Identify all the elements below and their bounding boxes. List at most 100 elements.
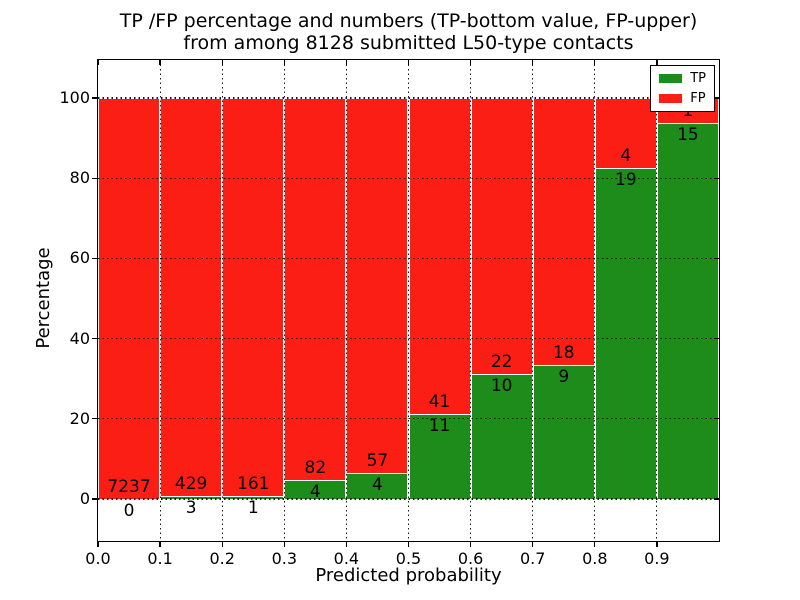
bar-tp-0.9-1.0	[656, 123, 719, 499]
legend-label-fp: FP	[690, 91, 706, 106]
tp-count-label-0.2-0.3: 1	[247, 498, 259, 519]
y-right-tick-40	[714, 337, 719, 340]
tp-count-label-0.3-0.4: 4	[309, 482, 321, 503]
y-tick-20	[92, 418, 98, 420]
y-tick-label-100: 100	[59, 88, 90, 108]
legend-row-tp: TP	[659, 71, 706, 86]
tp-count-label-0.1-0.2: 3	[185, 498, 197, 519]
chart-title-line-2: from among 8128 submitted L50-type conta…	[183, 32, 634, 54]
x-tick-0.3	[283, 541, 285, 547]
gridline-x-0.5	[407, 60, 410, 541]
y-tick-label-80: 80	[69, 168, 90, 188]
y-tick-label-60: 60	[69, 248, 90, 268]
x-tick-label-0.2: 0.2	[209, 549, 235, 568]
x-top-tick-0.2	[221, 60, 223, 65]
fp-count-label-0.0-0.1: 7237	[107, 476, 151, 497]
y-tick-60	[92, 257, 98, 260]
tp-count-label-0.0-0.1: 0	[123, 500, 135, 521]
bar-tp-0.4-0.5	[346, 472, 409, 499]
y-right-tick-20	[714, 418, 719, 420]
y-right-tick-80	[714, 177, 719, 179]
bar-fp-0.1-0.2	[160, 98, 223, 499]
tp-count-label-0.4-0.5: 4	[372, 474, 383, 495]
x-top-tick-0.4	[345, 60, 348, 65]
legend-label-tp: TP	[690, 71, 706, 86]
tp-count-label-0.8-0.9: 19	[615, 169, 637, 190]
gridline-x-0.7	[532, 60, 534, 541]
x-tick-0.6	[469, 541, 472, 547]
tp-count-label-0.7-0.8: 9	[558, 367, 570, 388]
x-top-tick-0.6	[469, 60, 472, 65]
x-top-tick-0.8	[594, 60, 596, 65]
bar-tp-0.5-0.6	[408, 414, 471, 499]
x-tick-label-0.1: 0.1	[147, 549, 173, 568]
fp-count-label-0.1-0.2: 429	[174, 474, 208, 495]
x-tick-0.7	[532, 541, 534, 547]
tp-count-label-0.5-0.6: 11	[428, 416, 451, 437]
gridline-x-0.1	[159, 60, 161, 541]
x-tick-0.8	[594, 541, 596, 547]
chart-title-line-1: TP /FP percentage and numbers (TP-bottom…	[119, 10, 698, 32]
x-tick-0.0	[97, 541, 99, 547]
x-tick-0.5	[407, 541, 410, 547]
x-top-tick-0.7	[532, 60, 534, 65]
y-right-tick-100	[714, 97, 719, 99]
y-tick-label-40: 40	[69, 328, 90, 348]
fp-count-label-0.8-0.9: 4	[620, 145, 632, 166]
x-top-tick-0.0	[97, 60, 99, 65]
gridline-x-0.3	[283, 60, 285, 541]
plot-area: TP FP 7237 0 429 3 161 1 82 4 57 4 41 11 22 10 18 9 4 19 1…	[59, 59, 720, 568]
y-tick-40	[92, 337, 98, 340]
gridline-x-0.6	[470, 60, 472, 541]
x-top-tick-0.5	[407, 60, 410, 65]
bar-fp-0.0-0.1	[98, 98, 161, 499]
x-tick-label-0.0: 0.0	[85, 549, 111, 568]
x-top-tick-0.9	[656, 60, 658, 65]
gridline-y-0	[98, 498, 719, 500]
x-top-tick-0.1	[159, 60, 161, 65]
legend-swatch-tp	[659, 74, 683, 83]
x-tick-0.9	[656, 541, 658, 547]
y-axis-label: Percentage	[33, 247, 54, 349]
fp-count-label-0.7-0.8: 18	[552, 343, 575, 364]
gridline-x-0.9	[656, 60, 658, 541]
x-tick-label-0.3: 0.3	[271, 549, 298, 568]
x-top-tick-0.3	[283, 60, 285, 65]
x-tick-label-0.8: 0.8	[582, 549, 608, 568]
x-axis-label: Predicted probability	[315, 565, 502, 586]
x-tick-label-0.7: 0.7	[519, 549, 546, 568]
fp-count-label-0.2-0.3: 161	[237, 474, 270, 495]
legend-row-fp: FP	[659, 91, 706, 106]
x-tick-0.4	[345, 541, 348, 547]
legend-swatch-fp	[659, 94, 683, 103]
tp-count-label-0.9-1.0: 15	[677, 125, 699, 146]
fp-count-label-0.4-0.5: 57	[366, 450, 389, 471]
gridline-x-0.8	[594, 60, 596, 541]
gridline-y-80	[98, 177, 719, 179]
gridline-y-40	[98, 337, 719, 340]
gridline-y-100	[98, 97, 719, 99]
fp-count-label-0.5-0.6: 41	[428, 392, 451, 413]
bar-fp-0.2-0.3	[222, 98, 285, 499]
gridline-x-0.4	[345, 60, 347, 541]
gridline-y-20	[98, 418, 719, 420]
y-tick-label-0: 0	[79, 488, 90, 508]
y-tick-label-20: 20	[69, 408, 90, 428]
bar-tp-0.8-0.9	[594, 167, 657, 499]
tp-count-label-0.6-0.7: 10	[490, 375, 513, 396]
x-tick-label-0.4: 0.4	[333, 549, 360, 568]
bar-tp-0.7-0.8	[532, 365, 595, 499]
y-tick-80	[92, 177, 98, 179]
x-tick-0.2	[221, 541, 223, 547]
x-tick-label-0.9: 0.9	[644, 549, 670, 568]
x-tick-label-0.6: 0.6	[457, 549, 484, 568]
bar-fp-0.4-0.5	[346, 98, 409, 499]
bar-fp-0.3-0.4	[284, 98, 347, 499]
y-tick-0	[92, 498, 98, 500]
x-tick-0.1	[159, 541, 161, 547]
legend: TP FP	[650, 65, 715, 112]
y-tick-100	[92, 97, 98, 99]
y-right-tick-60	[714, 257, 719, 260]
fp-count-label-0.6-0.7: 22	[490, 351, 513, 372]
